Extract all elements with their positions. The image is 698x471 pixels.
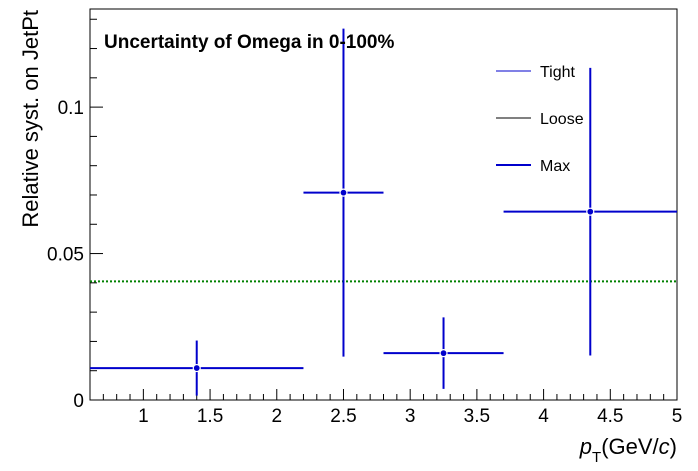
plot-frame: [89, 8, 678, 401]
chart-title: Uncertainty of Omega in 0-100%: [104, 32, 394, 53]
data-point: [439, 349, 448, 358]
y-tick-label: 0.05: [47, 245, 84, 266]
legend-label: Max: [540, 158, 570, 175]
x-axis-label-unit-suffix: ): [670, 434, 677, 459]
legend-label: Tight: [540, 64, 576, 81]
series-layer: [90, 28, 677, 396]
y-tick-label: 0.1: [58, 98, 84, 119]
y-axis: 0 0.05 0.1: [47, 18, 103, 412]
legend: Tight Loose Max: [496, 64, 584, 175]
data-point: [192, 363, 201, 373]
y-axis-label: Relative syst. on JetPt: [18, 10, 43, 228]
data-point: [339, 188, 348, 197]
x-tick-label: 2: [271, 406, 282, 427]
x-tick-label: 5: [672, 406, 683, 427]
x-axis-label-unit-italic: c: [659, 434, 670, 459]
x-tick-label: 2.5: [330, 406, 356, 427]
x-tick-label: 4.5: [597, 406, 623, 427]
x-tick-label: 3.5: [464, 406, 490, 427]
x-axis-label: pT(GeV/c): [579, 434, 677, 466]
x-axis-label-subscript: T: [592, 449, 601, 466]
x-tick-label: 4: [538, 406, 549, 427]
legend-label: Loose: [540, 111, 584, 128]
x-tick-label: 3: [405, 406, 416, 427]
x-tick-label: 1: [138, 406, 149, 427]
data-point: [586, 207, 595, 216]
x-axis: 1 1.5 2 2.5 3 3.5 4 4.5 5: [89, 389, 683, 427]
x-axis-label-unit-prefix: (GeV/: [601, 434, 659, 459]
x-axis-label-symbol: p: [579, 434, 592, 459]
x-tick-label: 1.5: [197, 406, 223, 427]
y-tick-label: 0: [73, 391, 84, 412]
